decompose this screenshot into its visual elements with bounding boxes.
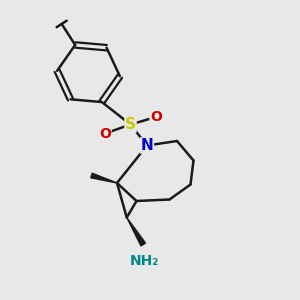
Text: NH₂: NH₂ [130, 254, 159, 268]
Text: O: O [99, 127, 111, 140]
Polygon shape [91, 173, 117, 183]
Text: N: N [141, 138, 153, 153]
Polygon shape [127, 218, 146, 246]
Text: S: S [125, 117, 136, 132]
Text: O: O [150, 110, 162, 124]
